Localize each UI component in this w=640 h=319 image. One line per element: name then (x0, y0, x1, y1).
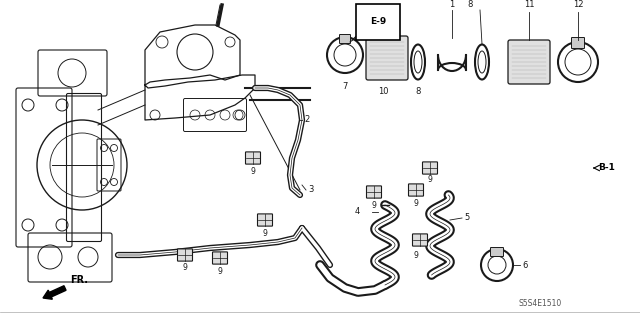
FancyBboxPatch shape (408, 184, 424, 196)
Text: 10: 10 (378, 87, 388, 96)
Text: 9: 9 (413, 250, 419, 259)
FancyBboxPatch shape (508, 40, 550, 84)
Text: 9: 9 (218, 266, 223, 276)
FancyBboxPatch shape (490, 248, 504, 256)
Text: 4: 4 (355, 207, 360, 217)
FancyBboxPatch shape (177, 249, 193, 261)
Text: 2: 2 (304, 115, 309, 124)
FancyBboxPatch shape (572, 38, 584, 48)
Text: B-1: B-1 (598, 164, 615, 173)
Polygon shape (145, 75, 255, 120)
FancyBboxPatch shape (422, 162, 438, 174)
Text: 6: 6 (522, 261, 527, 270)
Text: 5: 5 (464, 213, 469, 222)
FancyBboxPatch shape (212, 252, 227, 264)
FancyBboxPatch shape (366, 36, 408, 80)
Text: 9: 9 (182, 263, 188, 272)
Text: 9: 9 (428, 175, 433, 184)
FancyBboxPatch shape (413, 234, 428, 246)
Text: FR.: FR. (70, 275, 88, 285)
Text: 8: 8 (467, 0, 473, 9)
Text: 11: 11 (524, 0, 534, 9)
Text: 8: 8 (415, 87, 420, 96)
FancyBboxPatch shape (367, 186, 381, 198)
Text: 7: 7 (342, 82, 348, 91)
FancyArrow shape (43, 286, 66, 299)
Text: 3: 3 (308, 186, 314, 195)
Text: 9: 9 (372, 201, 376, 210)
Text: 1: 1 (449, 0, 454, 9)
Text: E-9: E-9 (370, 18, 386, 26)
Polygon shape (145, 25, 240, 85)
Text: 9: 9 (413, 198, 419, 207)
FancyBboxPatch shape (246, 152, 260, 164)
FancyBboxPatch shape (339, 34, 351, 43)
Text: S5S4E1510: S5S4E1510 (518, 299, 562, 308)
Text: 12: 12 (573, 0, 583, 9)
Text: 9: 9 (262, 229, 268, 239)
Text: 9: 9 (251, 167, 255, 176)
FancyBboxPatch shape (257, 214, 273, 226)
